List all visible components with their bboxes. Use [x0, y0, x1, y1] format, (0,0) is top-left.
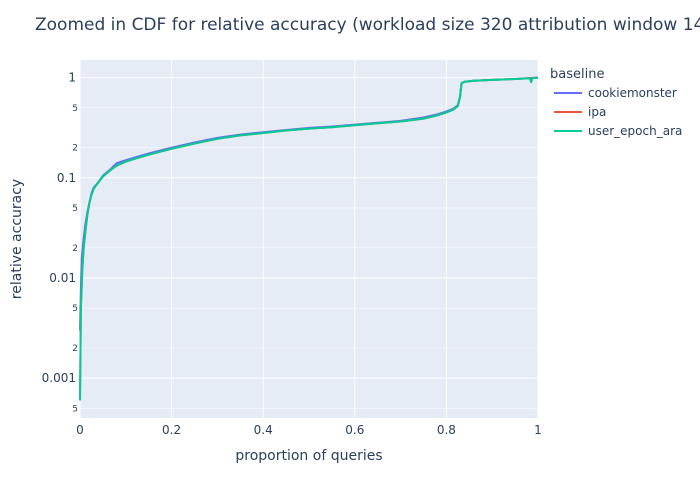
x-tick-label: 0.8 — [437, 423, 456, 437]
y-axis-ticks: 0.001 0.01 0.1 1 5 2 5 2 5 2 5 — [42, 71, 78, 415]
y-tick-label: 0.01 — [49, 271, 76, 285]
x-tick-label: 1 — [534, 423, 542, 437]
y-tick-label: 0.001 — [42, 371, 76, 385]
legend-title: baseline — [550, 67, 604, 82]
y-minor-tick-label: 5 — [72, 204, 78, 214]
series-lines — [79, 76, 539, 401]
y-tick-label: 0.1 — [57, 171, 76, 185]
plot-area — [80, 60, 538, 418]
x-tick-label: 0.4 — [254, 423, 273, 437]
legend-items: cookiemonster ipa user_epoch_ara — [554, 86, 682, 138]
y-minor-tick-label: 2 — [72, 244, 78, 254]
y-minor-tick-label: 2 — [72, 144, 78, 154]
series-line-user-epoch-ara — [79, 76, 539, 401]
y-minor-tick-label: 5 — [72, 404, 78, 414]
chart-title: Zoomed in CDF for relative accuracy (wor… — [35, 15, 700, 35]
legend-label-ipa: ipa — [588, 105, 606, 119]
grid-lines — [79, 60, 539, 418]
x-tick-label: 0 — [76, 423, 84, 437]
y-tick-label: 1 — [68, 71, 76, 85]
legend-label-cookiemonster: cookiemonster — [588, 86, 677, 100]
y-minor-tick-label: 5 — [72, 104, 78, 114]
y-minor-tick-label: 2 — [72, 344, 78, 354]
x-axis-title: proportion of queries — [235, 448, 382, 464]
x-tick-label: 0.2 — [162, 423, 181, 437]
legend-label-user-epoch-ara: user_epoch_ara — [588, 124, 682, 138]
legend: baseline cookiemonster ipa user_epoch_ara — [550, 67, 682, 138]
y-axis-title: relative accuracy — [9, 179, 25, 299]
x-axis-ticks: 0 0.2 0.4 0.6 0.8 1 — [76, 423, 542, 437]
y-minor-tick-label: 5 — [72, 304, 78, 314]
x-tick-label: 0.6 — [345, 423, 364, 437]
